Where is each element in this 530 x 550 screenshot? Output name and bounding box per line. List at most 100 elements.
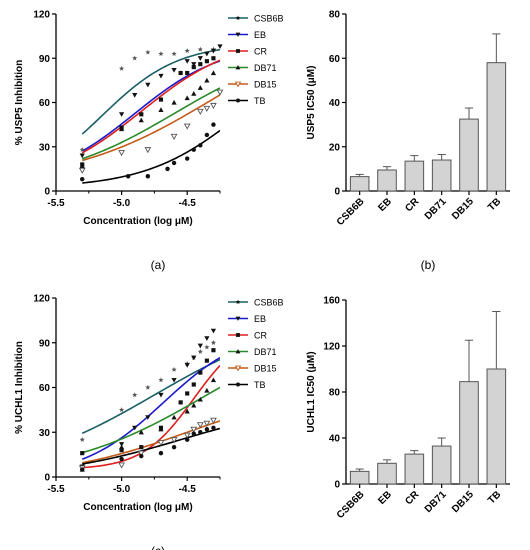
panel-a-usp5-inhibition-plot: 0 30 60 90 120 -5.5 -5.0 -4.5 Concentration (log… <box>14 10 284 273</box>
fit-curve-db71 <box>82 386 220 454</box>
fit-curve-db15 <box>82 420 220 464</box>
fit-curve-csb6b <box>81 358 220 435</box>
y-tick-label: 0 <box>44 187 50 198</box>
data-point <box>191 382 196 387</box>
bar-eb <box>377 169 397 192</box>
bar-db15 <box>459 118 479 192</box>
bar-cr <box>404 453 425 485</box>
data-point <box>184 156 190 161</box>
y-tick-label: 60 <box>39 98 51 109</box>
data-point <box>125 174 131 179</box>
fit-curve-db15 <box>82 94 220 162</box>
legend-label: CSB6B <box>254 14 284 24</box>
data-point <box>170 133 178 140</box>
legend-label: TB <box>254 380 266 390</box>
data-point <box>197 46 203 52</box>
data-point <box>158 97 164 102</box>
data-point <box>171 51 177 57</box>
legend: CSB6B EB CR DB71 DB15 TB <box>228 14 284 106</box>
data-point <box>183 123 191 130</box>
data-point <box>132 392 138 398</box>
data-point <box>211 348 216 353</box>
data-point <box>171 366 177 372</box>
data-point <box>132 93 138 98</box>
data-point <box>183 432 191 439</box>
legend-label: DB71 <box>254 347 277 357</box>
data-point <box>158 426 164 432</box>
data-point <box>204 336 210 341</box>
data-point <box>145 174 151 179</box>
y-tick-label: 30 <box>39 142 51 153</box>
data-point <box>158 392 164 398</box>
data-point <box>235 15 241 21</box>
data-point <box>191 91 197 96</box>
y-axis-label: USP5 IC50 (μM) <box>306 66 317 140</box>
y-tick-label: 160 <box>323 296 340 307</box>
panel-label: (b) <box>421 258 436 272</box>
data-point <box>234 365 242 372</box>
x-tick-label: DB71 <box>423 196 449 222</box>
data-point <box>217 44 223 50</box>
data-point <box>144 147 152 154</box>
series-tb-points <box>80 122 216 182</box>
y-tick-label: 0 <box>334 187 340 198</box>
series-tb-points <box>80 425 216 472</box>
data-point <box>198 430 203 435</box>
data-point <box>197 85 203 90</box>
bar-csb6b <box>349 470 370 485</box>
x-tick-label: -5.5 <box>47 198 65 209</box>
data-point <box>119 444 125 450</box>
data-point <box>211 56 216 61</box>
x-axis-label: Concentration (log μM) <box>83 502 192 513</box>
y-tick-label: 80 <box>329 10 341 21</box>
y-tick-label: 20 <box>329 142 341 153</box>
y-tick-label: 90 <box>39 54 51 65</box>
data-point <box>198 62 203 67</box>
series-db71-points <box>79 70 217 169</box>
data-point <box>235 65 241 70</box>
data-point <box>158 377 164 383</box>
y-axis-label: % USP5 Inhibition <box>14 60 25 146</box>
data-point <box>204 51 210 57</box>
data-point <box>119 65 125 71</box>
data-point <box>118 150 125 157</box>
data-point <box>185 70 190 76</box>
fit-curve-eb <box>81 356 220 460</box>
data-point <box>234 81 242 88</box>
legend-label: CR <box>254 331 267 341</box>
data-point <box>197 348 203 354</box>
data-point <box>191 147 196 152</box>
data-point <box>119 112 125 117</box>
y-tick-label: 120 <box>323 342 340 353</box>
x-tick-label: -4.5 <box>179 484 197 495</box>
y-axis-label: % UCHL1 Inhibition <box>14 341 25 434</box>
legend-label: EB <box>254 314 266 324</box>
data-point <box>170 437 178 444</box>
data-point <box>235 382 241 387</box>
data-point <box>171 414 177 420</box>
data-point <box>184 363 190 368</box>
data-point <box>184 437 190 442</box>
fit-curve-csb6b <box>81 48 220 135</box>
y-tick-label: 0 <box>334 480 340 491</box>
data-point <box>197 396 203 402</box>
data-point <box>158 107 164 112</box>
panel-b-usp5-ic50-bar-chart: 0 20 40 60 80 USP5 IC50 (μM) CSB6B EB CR DB71 DB15… <box>306 10 510 272</box>
data-point <box>158 450 164 456</box>
x-axis-label: Concentration (log μM) <box>83 216 192 227</box>
data-point <box>78 167 86 174</box>
legend-label: DB15 <box>254 364 277 374</box>
legend: CSB6B EB CR DB71 DB15 TB <box>228 298 284 390</box>
data-point <box>235 299 241 305</box>
data-point <box>204 387 210 393</box>
data-point <box>211 122 216 127</box>
data-point <box>197 343 203 349</box>
data-point <box>139 112 144 117</box>
y-tick-label: 120 <box>33 294 50 305</box>
x-tick-label: DB15 <box>450 196 476 222</box>
series-db15-points <box>78 417 217 472</box>
data-point <box>119 448 124 453</box>
y-tick-label: 40 <box>329 98 341 109</box>
x-tick-label: EB <box>376 196 394 214</box>
legend-label: CR <box>254 47 267 57</box>
